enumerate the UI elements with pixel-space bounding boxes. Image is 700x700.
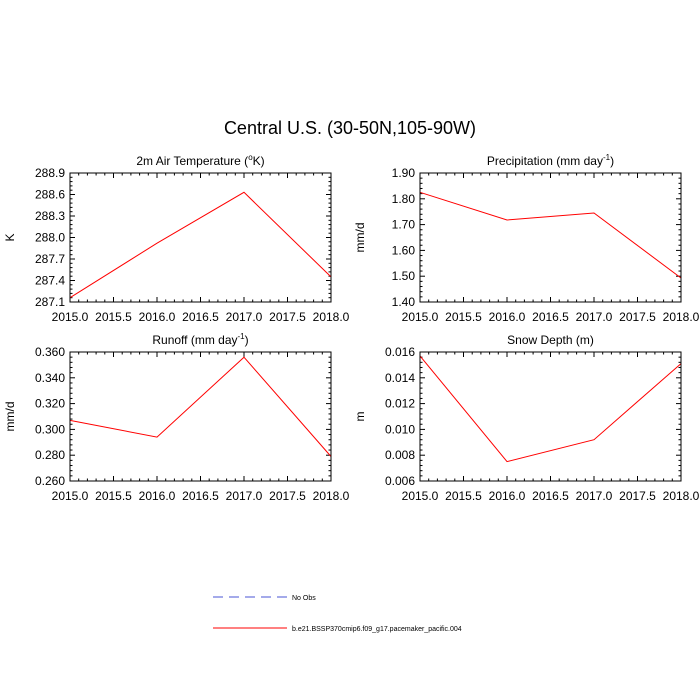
plot-frame — [69, 172, 332, 303]
x-tick-label: 2015.5 — [95, 310, 132, 324]
y-tick-label: 1.50 — [392, 269, 416, 283]
y-tick-label: 1.80 — [392, 192, 416, 206]
x-tick-label: 2016.0 — [139, 310, 176, 324]
x-tick-label: 2015.5 — [445, 310, 482, 324]
panel-2: Precipitation (mm day-1) mm/d 1.40 1.50 1.60… — [353, 153, 700, 324]
y-axis-label: K — [3, 233, 17, 241]
y-axis-label: mm/d — [3, 402, 17, 432]
x-tick-label: 2016.5 — [182, 310, 219, 324]
legend: No Obs b.e21.BSSP370cmip6.f09_g17.pacemak… — [213, 595, 462, 633]
x-tick-label: 2017.5 — [619, 310, 656, 324]
series-line — [419, 355, 682, 463]
x-tick-label: 2018.0 — [663, 310, 700, 324]
y-tick-label: 1.90 — [392, 166, 416, 180]
x-tick-label: 2018.0 — [313, 489, 350, 503]
x-tick-label: 2015.0 — [52, 489, 89, 503]
y-tick-label: 0.340 — [35, 371, 65, 385]
panel-3: Runoff (mm day-1) mm/d 0.260 0.280 0.300 0.32… — [3, 332, 350, 503]
y-tick-label: 0.300 — [35, 422, 65, 436]
panel-title: 2m Air Temperature (oK) — [136, 153, 264, 168]
x-tick-label: 2017.5 — [269, 310, 306, 324]
y-tick-label: 287.7 — [35, 252, 65, 266]
y-tick-label: 0.006 — [385, 474, 415, 488]
y-tick-label: 0.010 — [385, 422, 415, 436]
x-tick-label: 2017.0 — [226, 310, 263, 324]
x-tick-label: 2016.5 — [182, 489, 219, 503]
y-tick-label: 1.60 — [392, 243, 416, 257]
legend-label: No Obs — [292, 595, 316, 602]
x-tick-label: 2018.0 — [313, 310, 350, 324]
series-line — [419, 191, 682, 279]
x-tick-label: 2016.0 — [489, 310, 526, 324]
page-title: Central U.S. (30-50N,105-90W) — [223, 118, 477, 138]
x-tick-label: 2017.5 — [619, 489, 656, 503]
x-tick-label: 2016.5 — [532, 310, 569, 324]
y-tick-label: 288.6 — [35, 188, 65, 202]
x-tick-label: 2016.0 — [139, 489, 176, 503]
y-tick-label: 0.260 — [35, 474, 65, 488]
legend-label: b.e21.BSSP370cmip6.f09_g17.pacemaker_pac… — [292, 626, 462, 633]
y-tick-label: 1.40 — [392, 295, 416, 309]
panel-title: Precipitation (mm day-1) — [487, 153, 614, 168]
x-tick-label: 2015.5 — [445, 489, 482, 503]
series-line — [69, 356, 332, 457]
x-tick-label: 2015.0 — [402, 310, 439, 324]
y-tick-label: 0.012 — [385, 397, 415, 411]
plot-frame — [419, 351, 682, 482]
y-tick-label: 288.9 — [35, 166, 65, 180]
plot-frame — [419, 172, 682, 303]
x-tick-label: 2017.0 — [576, 310, 613, 324]
x-tick-label: 2015.5 — [95, 489, 132, 503]
y-tick-label: 1.70 — [392, 218, 416, 232]
y-tick-label: 287.4 — [35, 274, 65, 288]
y-axis-label: m — [353, 412, 367, 422]
y-tick-label: 288.0 — [35, 231, 65, 245]
panel-1: 2m Air Temperature (oK) K 287.1 287.4 287.7 2… — [3, 153, 350, 324]
x-tick-label: 2017.0 — [226, 489, 263, 503]
y-tick-label: 0.008 — [385, 448, 415, 462]
x-tick-label: 2016.0 — [489, 489, 526, 503]
y-tick-label: 0.360 — [35, 345, 65, 359]
panel-title: Snow Depth (m) — [507, 333, 594, 347]
x-tick-label: 2017.0 — [576, 489, 613, 503]
y-tick-label: 0.320 — [35, 397, 65, 411]
y-tick-label: 0.280 — [35, 448, 65, 462]
x-tick-label: 2015.0 — [52, 310, 89, 324]
y-axis-label: mm/d — [353, 223, 367, 253]
y-tick-label: 0.016 — [385, 345, 415, 359]
x-tick-label: 2018.0 — [663, 489, 700, 503]
panel-4: Snow Depth (m) m 0.006 0.008 0.010 0.012 0.014… — [353, 333, 700, 503]
series-line — [69, 191, 332, 299]
x-tick-label: 2016.5 — [532, 489, 569, 503]
y-tick-label: 288.3 — [35, 209, 65, 223]
x-tick-label: 2015.0 — [402, 489, 439, 503]
panel-title: Runoff (mm day-1) — [152, 332, 248, 347]
y-tick-label: 287.1 — [35, 295, 65, 309]
x-tick-label: 2017.5 — [269, 489, 306, 503]
y-tick-label: 0.014 — [385, 371, 415, 385]
plot-frame — [69, 351, 332, 482]
